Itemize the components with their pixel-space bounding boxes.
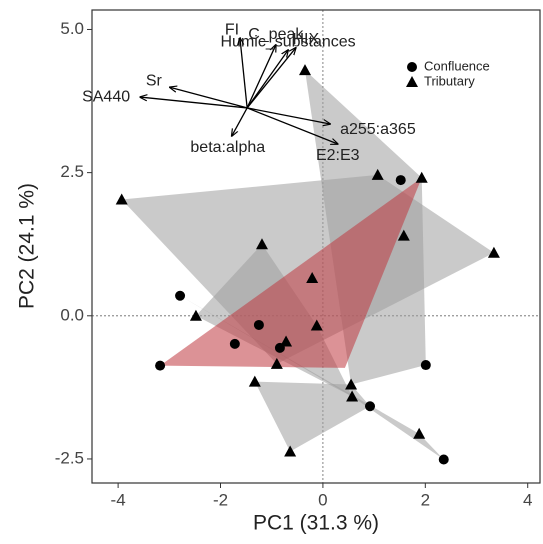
x-tick-label: -4 [111,490,126,509]
point [365,401,376,412]
point [397,229,410,241]
y-axis-title: PC2 (24.1 %) [16,183,39,309]
loading-label: E2:E3 [316,147,360,164]
point [115,193,128,205]
y-tick-label: -2.5 [55,448,84,467]
x-axis-title: PC1 (31.3 %) [253,512,379,535]
loading-label: Humic_substances [221,33,356,50]
loading-label: FI [225,21,239,38]
point [298,64,311,76]
x-tick-label: 2 [421,490,430,509]
legend-marker [407,62,417,72]
point [420,360,431,371]
x-tick-label: -2 [213,490,228,509]
loading-arrow [247,107,330,124]
point [371,168,384,180]
point [413,427,426,439]
loading-label: beta:alpha [190,139,265,156]
y-tick-label: 2.5 [60,162,84,181]
y-tick-label: 5.0 [60,19,84,38]
point [395,175,406,186]
y-tick-label: 0.0 [60,305,84,324]
loading-arrow [232,107,248,136]
loading-arrow [170,87,248,109]
legend-label: Tributary [424,73,475,88]
legend-label: Confluence [424,58,490,73]
x-tick-label: 4 [523,490,532,509]
point [270,357,283,369]
loading-arrow [246,45,276,109]
legend-marker [406,76,418,87]
point [189,309,202,321]
point [284,445,297,457]
point [253,319,264,330]
point [229,338,240,349]
loading-arrow [246,107,338,144]
hull [160,177,422,368]
loading-arrow [240,38,248,108]
loading-label: HIX [292,31,319,48]
point [310,319,323,331]
point [438,454,449,465]
loading-label: SA440 [82,88,130,105]
point [155,360,166,371]
point [280,335,293,347]
point [346,390,359,402]
point [248,375,261,387]
loading-arrow [246,48,296,109]
point [487,246,500,258]
loading-label: a255:a365 [340,121,416,138]
loading-label: Sr [146,73,163,90]
point [306,271,319,283]
loading-arrow [140,97,248,109]
plot-border [91,9,541,484]
loading-label: C_peak [248,26,304,43]
loading-arrow [246,50,288,109]
point [255,238,268,250]
hull [254,381,371,452]
point [415,171,428,183]
point [345,378,358,390]
x-tick-label: 0 [318,490,327,509]
point [175,290,186,301]
